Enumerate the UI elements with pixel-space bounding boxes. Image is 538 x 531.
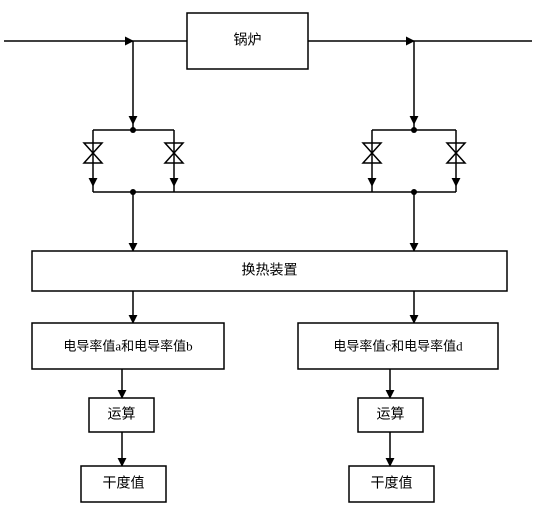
node-label: 干度值	[371, 476, 413, 492]
node-label: 电导率值a和电导率值b	[63, 339, 192, 354]
node-label: 运算	[108, 407, 136, 423]
flow-diagram: 锅炉换热装置电导率值a和电导率值b 电导率值c和电导率值d 运算 运算干度值 干度值	[0, 0, 538, 531]
node-label: 电导率值c和电导率值d	[333, 339, 463, 354]
node-label: 运算	[377, 407, 405, 423]
node-label: 干度值	[103, 476, 145, 492]
node-label: 换热装置	[242, 262, 298, 279]
node-label: 锅炉	[234, 33, 262, 49]
